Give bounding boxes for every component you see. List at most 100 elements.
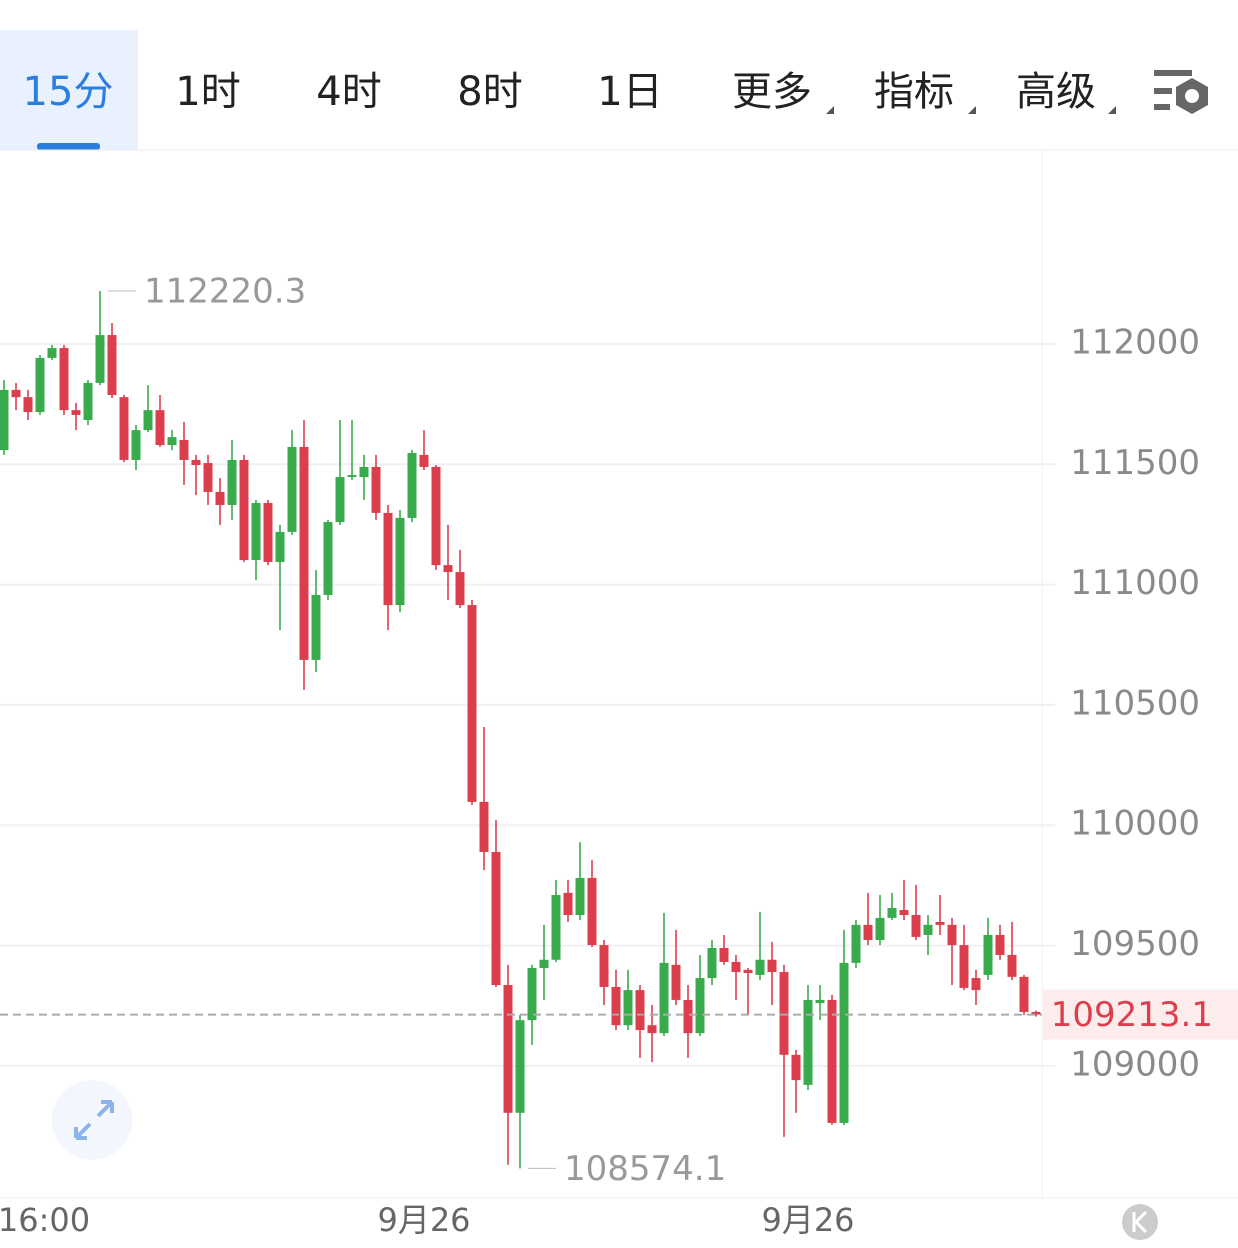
candle-body xyxy=(503,985,513,1113)
expand-button[interactable] xyxy=(52,1080,132,1160)
candle-body xyxy=(311,594,321,660)
candle-body xyxy=(167,437,177,446)
candle-body xyxy=(155,410,165,446)
tab[interactable]: 8时 xyxy=(457,69,522,115)
candle-body xyxy=(59,348,69,411)
candle-body xyxy=(491,851,501,986)
tab[interactable]: 1日 xyxy=(597,69,662,115)
candle-body xyxy=(11,389,21,398)
candle-body xyxy=(851,924,861,963)
y-tick-label: 110000 xyxy=(1070,804,1200,844)
tab[interactable]: 15分 xyxy=(23,69,114,115)
tab-bar: 15分 1时 4时 8时 1日 更多 指标 高级 xyxy=(23,69,1096,115)
candle-body xyxy=(143,410,153,431)
candle-body xyxy=(479,801,489,852)
y-tick-label: 111000 xyxy=(1070,563,1200,603)
candle-body xyxy=(815,999,825,1004)
tab[interactable]: 高级 xyxy=(1016,69,1096,115)
candle-body xyxy=(659,962,669,1034)
candle-body xyxy=(791,1054,801,1081)
candle-body xyxy=(95,335,105,383)
candle-body xyxy=(119,397,129,460)
last-price-label: 109213.1 xyxy=(1051,995,1213,1035)
candle-body xyxy=(863,924,873,941)
candle-body xyxy=(743,969,753,973)
candle-body xyxy=(407,452,417,518)
candle-body xyxy=(683,999,693,1034)
y-tick-label: 111500 xyxy=(1070,443,1200,483)
candle-body xyxy=(971,978,981,991)
candle-body xyxy=(131,430,141,460)
x-tick-label: 16:00 xyxy=(0,1201,90,1239)
tab[interactable]: 更多 xyxy=(732,69,812,115)
candle-body xyxy=(527,967,537,1021)
candle-body xyxy=(203,463,213,492)
candle-body xyxy=(431,466,441,566)
settings-icon[interactable] xyxy=(1154,70,1208,114)
candle-body xyxy=(947,924,957,946)
candle-body xyxy=(767,959,777,973)
candle-body xyxy=(899,909,909,916)
candle-body xyxy=(275,531,285,562)
candle-body xyxy=(323,522,333,595)
candle-body xyxy=(239,459,249,561)
candle-body xyxy=(827,999,837,1123)
candle-body xyxy=(47,348,57,358)
active-tab-bg xyxy=(0,30,138,150)
candle-body xyxy=(419,454,429,467)
candle-body xyxy=(983,934,993,975)
candle-body xyxy=(923,924,933,935)
candle-body xyxy=(359,466,369,478)
candle-body xyxy=(587,877,597,946)
y-tick-label: 109500 xyxy=(1070,924,1200,964)
candle-body xyxy=(719,947,729,962)
low-label: 108574.1 xyxy=(564,1149,726,1189)
candle-body xyxy=(647,1025,657,1034)
candle-body xyxy=(563,892,573,916)
x-tick-label: 9月26 xyxy=(761,1201,854,1239)
tab[interactable]: 1时 xyxy=(175,69,240,115)
y-tick-label: 109000 xyxy=(1070,1044,1200,1084)
kline-icon xyxy=(1132,1210,1148,1234)
tab[interactable]: 指标 xyxy=(874,69,954,115)
candle-body xyxy=(551,895,561,960)
candle-body xyxy=(179,439,189,460)
candle-body xyxy=(671,964,681,1000)
candle-body xyxy=(779,972,789,1055)
candle-body xyxy=(959,945,969,988)
candle-body xyxy=(635,990,645,1031)
candle-body xyxy=(1007,954,1017,977)
candle-body xyxy=(395,517,405,606)
candle-body xyxy=(599,945,609,987)
candle-body xyxy=(875,917,885,941)
candle-body xyxy=(287,446,297,532)
candle-body xyxy=(1019,976,1029,1012)
candle-body xyxy=(695,978,705,1034)
candle-body xyxy=(803,999,813,1085)
candle-body xyxy=(71,410,81,415)
tab[interactable]: 4时 xyxy=(316,69,381,115)
candle-body xyxy=(539,959,549,968)
candle-body xyxy=(935,921,945,925)
candle-body xyxy=(251,503,261,561)
candle-body xyxy=(515,1020,525,1113)
candle-body xyxy=(467,605,477,802)
candle-body xyxy=(755,959,765,975)
candle-body xyxy=(215,491,225,505)
candle-body xyxy=(0,389,9,451)
candle-body xyxy=(347,475,357,478)
candle-body xyxy=(887,908,897,918)
plot: 109000 109500 110000 110500 111000 111500 1120… xyxy=(0,271,1238,1239)
candle-body xyxy=(575,877,585,916)
kline-button[interactable] xyxy=(1122,1204,1158,1240)
candle-body xyxy=(299,446,309,660)
candle-body xyxy=(707,947,717,979)
candle-body xyxy=(35,357,45,413)
candle-body xyxy=(731,961,741,973)
candle-body xyxy=(611,986,621,1026)
candle-body xyxy=(263,503,273,562)
candle-body xyxy=(995,934,1005,955)
candle-body xyxy=(443,565,453,573)
candle-body xyxy=(455,572,465,606)
